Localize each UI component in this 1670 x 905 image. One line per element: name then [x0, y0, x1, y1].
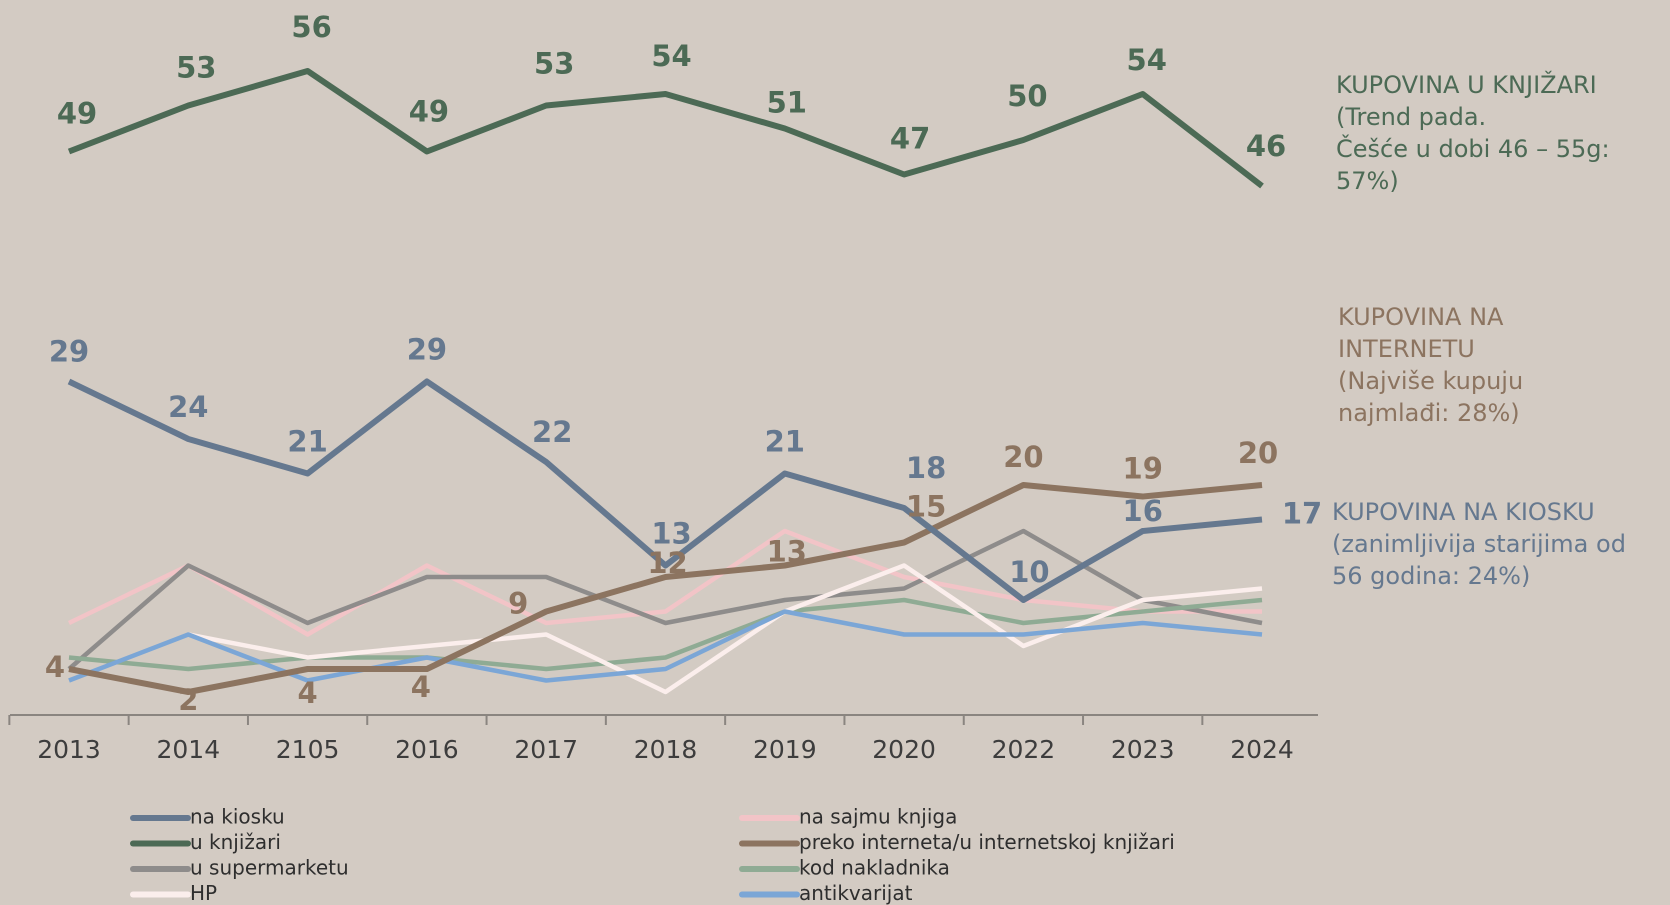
data-label: 13: [651, 517, 691, 551]
legend-label: kod nakladnika: [799, 856, 950, 880]
data-label: 47: [890, 122, 930, 156]
data-label: 16: [1123, 494, 1163, 528]
annotation: INTERNETU: [1338, 335, 1475, 363]
data-label: 19: [1123, 452, 1163, 486]
data-label: 4: [298, 676, 318, 710]
x-tick-label: 2014: [156, 735, 220, 764]
annotation: (zanimljivija starijima od: [1332, 530, 1626, 558]
annotation: 56 godina: 24%): [1332, 562, 1530, 590]
annotation: Češće u dobi 46 – 55g:: [1336, 133, 1610, 163]
data-label: 24: [168, 390, 208, 424]
legend-label: HP: [190, 881, 217, 905]
x-tick-label: 2018: [634, 735, 698, 764]
data-label: 54: [1127, 43, 1167, 77]
x-tick-label: 2019: [753, 735, 817, 764]
data-label: 53: [534, 47, 574, 81]
legend-label: u supermarketu: [190, 856, 349, 880]
data-label: 15: [906, 490, 946, 524]
annotation: KUPOVINA NA KIOSKU: [1332, 498, 1595, 526]
data-label: 2: [178, 683, 198, 717]
data-label: 18: [906, 451, 946, 485]
x-tick-label: 2017: [514, 735, 578, 764]
annotation: (Trend pada.: [1336, 103, 1486, 131]
data-label: 21: [287, 425, 327, 459]
data-label: 13: [767, 535, 807, 569]
x-tick-label: 2105: [276, 735, 340, 764]
data-label: 50: [1007, 79, 1047, 113]
data-label: 4: [411, 670, 431, 704]
legend-label: antikvarijat: [799, 881, 913, 905]
series-line: [68, 609, 1263, 683]
series-line: [67, 378, 1263, 603]
x-tick-label: 2020: [872, 735, 936, 764]
series-line: [68, 528, 1262, 637]
data-label: 20: [1003, 440, 1043, 474]
series-line: [67, 528, 1263, 671]
data-label: 12: [647, 546, 687, 580]
x-tick-label: 2022: [992, 735, 1056, 764]
x-tick-label: 2016: [395, 735, 459, 764]
series-line: [68, 597, 1263, 672]
data-label: 53: [176, 51, 216, 85]
annotation: KUPOVINA NA: [1338, 303, 1504, 331]
data-label: 21: [765, 425, 805, 459]
legend-label: preko interneta/u internetskoj knjižari: [799, 830, 1175, 854]
data-label: 46: [1246, 129, 1286, 163]
x-tick-label: 2024: [1230, 735, 1294, 764]
data-label: 4: [45, 650, 65, 684]
data-label: 29: [49, 335, 89, 369]
legend-label: na sajmu knjiga: [799, 805, 957, 829]
legend-label: u knjižari: [190, 830, 281, 854]
data-label: 56: [291, 10, 331, 44]
data-label: 17: [1282, 497, 1322, 531]
series-line: [68, 482, 1263, 695]
data-label: 22: [532, 415, 572, 449]
x-tick-label: 2023: [1111, 735, 1175, 764]
data-label: 54: [651, 39, 691, 73]
data-label: 49: [409, 95, 449, 129]
annotation: 57%): [1336, 167, 1399, 195]
data-label: 49: [57, 97, 97, 131]
series-line: [187, 563, 1263, 695]
data-label: 9: [508, 587, 528, 621]
annotation: KUPOVINA U KNJIŽARI: [1336, 70, 1597, 99]
data-label: 29: [407, 333, 447, 367]
data-label: 10: [1009, 555, 1049, 589]
series-line: [67, 68, 1264, 189]
x-tick-label: 2013: [37, 735, 101, 764]
annotation: (Najviše kupuju: [1338, 367, 1523, 395]
legend-label: na kiosku: [190, 805, 285, 829]
data-label: 20: [1238, 436, 1278, 470]
annotation: najmlađi: 28%): [1338, 399, 1520, 427]
data-label: 51: [767, 86, 807, 120]
